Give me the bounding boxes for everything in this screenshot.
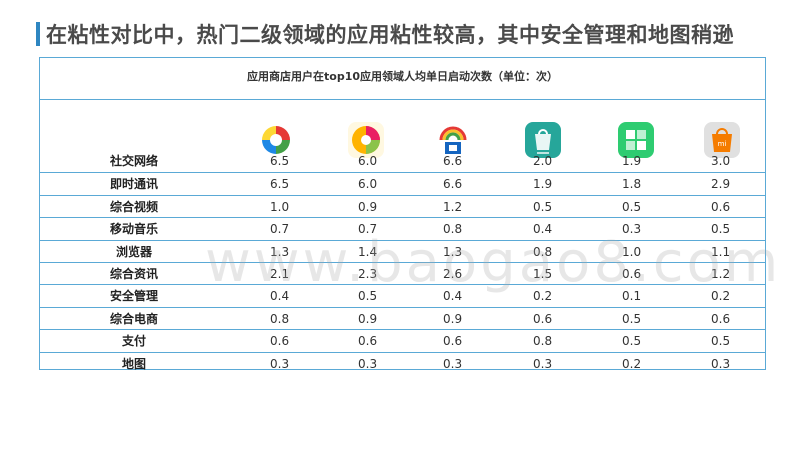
table-cell: 0.6 xyxy=(270,334,290,349)
table-cell: 0.2 xyxy=(711,289,731,304)
table-cell: 0.3 xyxy=(533,356,553,371)
table-row: 即时通讯 6.5 6.0 6.6 1.9 1.8 2.9 xyxy=(40,172,765,194)
table-row: 浏览器 1.3 1.4 1.3 0.8 1.0 1.1 xyxy=(40,239,765,262)
table-row: 移动音乐 0.7 0.7 0.8 0.4 0.3 0.5 xyxy=(40,217,765,239)
table-cell: 0.2 xyxy=(622,356,642,371)
table-cell: 6.6 xyxy=(443,177,463,192)
table-cell: 0.5 xyxy=(622,334,642,349)
table-cell: 1.5 xyxy=(533,267,553,281)
row-label: 即时通讯 xyxy=(110,177,159,192)
table-cell: 2.6 xyxy=(443,267,463,281)
table-cell: 0.7 xyxy=(358,222,378,237)
table-cell: 0.3 xyxy=(358,356,378,371)
table-cell: 0.3 xyxy=(443,356,463,371)
slide-title: 在粘性对比中，热门二级领域的应用粘性较高，其中安全管理和地图稍逊 xyxy=(46,23,734,47)
mi-app-store-icon: mi xyxy=(704,122,740,158)
table-cell: 0.6 xyxy=(711,199,731,214)
table-cell: 0.4 xyxy=(533,222,553,237)
table-cell: 0.9 xyxy=(358,311,378,326)
table-cell: 0.3 xyxy=(711,356,731,371)
table-cell: 1.0 xyxy=(622,244,642,259)
table-cell: 1.8 xyxy=(622,177,642,192)
table-cell: 0.5 xyxy=(711,222,731,237)
table-cell: 0.8 xyxy=(533,334,553,349)
table-cell: 0.3 xyxy=(622,222,642,237)
table-cell: 1.9 xyxy=(622,154,642,168)
table-cell: 0.8 xyxy=(270,311,290,326)
table-cell: 0.5 xyxy=(533,199,553,214)
table-cell: 6.0 xyxy=(358,177,378,192)
table-cell: 0.7 xyxy=(270,222,290,237)
row-label: 社交网络 xyxy=(110,154,159,168)
table-cell: 0.6 xyxy=(622,267,642,281)
table-row: 安全管理 0.4 0.5 0.4 0.2 0.1 0.2 xyxy=(40,284,765,306)
table-cell: 0.9 xyxy=(443,311,463,326)
generic-app-market-icon xyxy=(618,122,654,158)
table-row: 支付 0.6 0.6 0.6 0.8 0.5 0.5 xyxy=(40,329,765,351)
table-cell: 1.3 xyxy=(443,244,463,259)
table-row: 综合视频 1.0 0.9 1.2 0.5 0.5 0.6 xyxy=(40,194,765,217)
table-cell: 1.0 xyxy=(270,199,290,214)
data-table: 应用商店用户在top10应用领域人均单日启动次数（单位：次） xyxy=(39,57,766,371)
table-row: 综合资讯 2.1 2.3 2.6 1.5 0.6 1.2 xyxy=(40,262,765,284)
svg-text:mi: mi xyxy=(718,140,727,148)
row-label: 综合视频 xyxy=(110,199,159,214)
row-label: 综合电商 xyxy=(110,311,159,326)
table-cell: 0.9 xyxy=(358,199,378,214)
table-cell: 6.6 xyxy=(443,154,463,168)
table-cell: 0.5 xyxy=(622,311,642,326)
table-cell: 0.5 xyxy=(711,334,731,349)
table-cell: 0.1 xyxy=(622,289,642,304)
table-cell: 0.6 xyxy=(443,334,463,349)
table-cell: 2.3 xyxy=(358,267,378,281)
table-row: 社交网络 6.5 6.0 6.6 2.0 1.9 3.0 xyxy=(40,150,765,172)
row-label: 综合资讯 xyxy=(110,267,159,281)
table-cell: 0.4 xyxy=(443,289,463,304)
table-cell: 0.3 xyxy=(270,356,290,371)
row-label: 地图 xyxy=(122,356,147,371)
row-label: 支付 xyxy=(122,334,147,349)
huawei-app-market-icon xyxy=(525,122,561,158)
table-cell: 1.3 xyxy=(270,244,290,259)
row-label: 移动音乐 xyxy=(110,222,159,237)
table-cell: 3.0 xyxy=(711,154,731,168)
table-cell: 1.1 xyxy=(711,244,731,259)
table-cell: 1.2 xyxy=(711,267,731,281)
row-label: 浏览器 xyxy=(116,244,153,259)
table-cell: 2.1 xyxy=(270,267,290,281)
title-accent-bar xyxy=(36,22,40,46)
table-cell: 1.2 xyxy=(443,199,463,214)
table-cell: 0.2 xyxy=(533,289,553,304)
table-cell: 0.8 xyxy=(533,244,553,259)
wandoujia-icon xyxy=(435,122,471,158)
table-cell: 6.5 xyxy=(270,154,290,168)
table-cell: 0.4 xyxy=(270,289,290,304)
table-cell: 0.5 xyxy=(358,289,378,304)
table-cell: 2.0 xyxy=(533,154,553,168)
table-cell: 0.6 xyxy=(711,311,731,326)
row-label: 安全管理 xyxy=(110,289,159,304)
table-cell: 0.5 xyxy=(622,199,642,214)
table-cell: 0.8 xyxy=(443,222,463,237)
table-row: 综合电商 0.8 0.9 0.9 0.6 0.5 0.6 xyxy=(40,306,765,329)
table-caption: 应用商店用户在top10应用领域人均单日启动次数（单位：次） xyxy=(40,58,765,100)
table-cell: 1.4 xyxy=(358,244,378,259)
pp-assistant-icon xyxy=(348,122,384,158)
sogou-app-store-icon xyxy=(258,122,294,158)
table-cell: 0.6 xyxy=(533,311,553,326)
table-row: 地图 0.3 0.3 0.3 0.3 0.2 0.3 xyxy=(40,351,765,374)
table-cell: 2.9 xyxy=(711,177,731,192)
table-cell: 1.9 xyxy=(533,177,553,192)
table-cell: 6.5 xyxy=(270,177,290,192)
table-cell: 6.0 xyxy=(358,154,378,168)
table-cell: 0.6 xyxy=(358,334,378,349)
